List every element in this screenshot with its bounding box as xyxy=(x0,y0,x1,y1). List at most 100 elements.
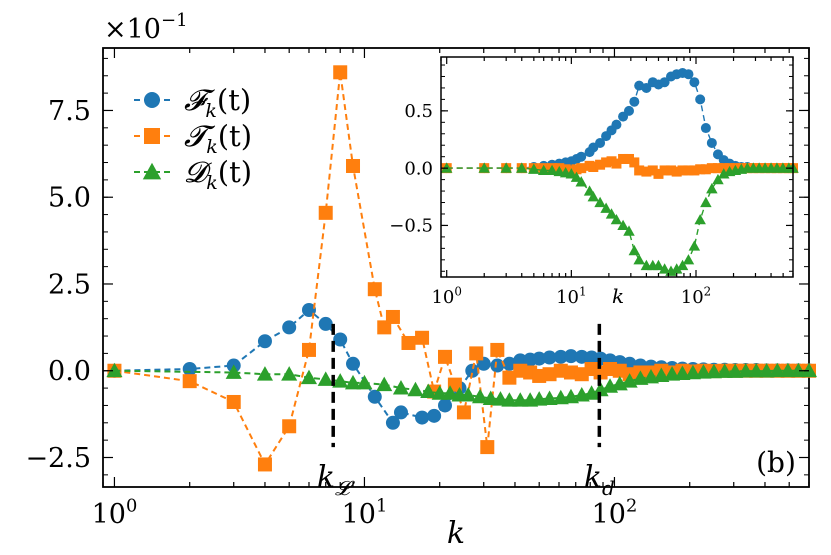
inset-plot-frame xyxy=(440,56,794,278)
main-data-point xyxy=(367,389,382,404)
main-data-point xyxy=(376,376,393,392)
main-data-point xyxy=(257,334,272,349)
main-data-point xyxy=(542,367,557,382)
inset-data-point xyxy=(601,157,612,168)
main-data-point xyxy=(318,205,333,220)
main-data-point xyxy=(490,358,505,373)
main-data-point xyxy=(563,349,578,364)
inset-data-point xyxy=(641,82,652,93)
main-data-point xyxy=(401,335,416,350)
inset-data-point xyxy=(478,162,490,173)
main-data-point xyxy=(438,398,453,413)
legend-entry-2: 𝓓k(t) xyxy=(134,155,252,194)
inset-data-point xyxy=(653,168,664,179)
y-tick-label: 0.0 xyxy=(404,158,433,179)
inset-data-point xyxy=(623,105,634,116)
inset-data-point xyxy=(546,164,558,176)
inset-data-point xyxy=(617,219,629,231)
main-data-point xyxy=(385,415,400,430)
inset-data-point xyxy=(641,166,652,177)
main-data-point xyxy=(502,356,517,371)
legend-marker xyxy=(142,162,162,180)
x-tick-label: 101 xyxy=(342,496,388,530)
inset-data-point xyxy=(712,163,723,174)
inset-data-point xyxy=(516,162,528,173)
inset-data-point xyxy=(652,259,665,271)
x-axis-label: k xyxy=(447,516,465,551)
panel-label: (b) xyxy=(756,446,796,479)
main-data-point xyxy=(737,363,754,378)
main-data-point xyxy=(392,380,410,395)
y-tick-label: 2.5 xyxy=(48,269,91,300)
annotation-label-kd: kd xyxy=(584,460,615,500)
inset-x-axis-label: k xyxy=(612,284,624,308)
main-data-point xyxy=(282,320,297,335)
inset-data-point xyxy=(500,162,512,173)
main-data-point xyxy=(542,350,557,365)
main-data-point xyxy=(469,346,484,361)
inset-data-point xyxy=(688,240,701,251)
main-data-point xyxy=(226,394,241,409)
main-data-point xyxy=(553,349,568,364)
main-data-point xyxy=(393,405,408,420)
legend-marker xyxy=(144,128,160,144)
inset-data-point xyxy=(694,213,706,225)
main-data-point xyxy=(282,419,297,434)
legend-entry-0: 𝓕k(t) xyxy=(134,83,251,122)
x-tick-label: 101 xyxy=(556,284,586,308)
annotation-label-kL: k𝓛 xyxy=(317,460,355,500)
y-tick-label: −2.5 xyxy=(25,443,91,474)
main-data-point xyxy=(541,390,558,405)
y-tick-label: 5.0 xyxy=(48,183,91,214)
x-tick-label: 102 xyxy=(681,284,711,308)
y-tick-label: 0.5 xyxy=(404,101,433,122)
inset-data-point xyxy=(537,164,550,176)
inset-data-point xyxy=(689,165,700,176)
inset-data-point xyxy=(633,254,645,265)
inset-data-point xyxy=(595,159,606,170)
main-data-point xyxy=(790,362,807,378)
inset-data-point xyxy=(570,171,583,182)
inset-data-point xyxy=(665,165,676,176)
main-data-point xyxy=(490,342,505,357)
main-data-point xyxy=(346,158,361,173)
inset-data-point xyxy=(706,137,717,148)
main-data-point xyxy=(705,363,722,379)
inset-data-point xyxy=(712,173,724,185)
main-data-point xyxy=(431,385,448,400)
main-data-point xyxy=(332,373,349,388)
main-data-point xyxy=(501,392,518,407)
legend-entry-1: 𝓣k(t) xyxy=(134,119,252,158)
inset-data-point xyxy=(528,163,540,174)
main-data-point xyxy=(256,366,274,381)
inset-data-point xyxy=(629,157,640,168)
main-data-point xyxy=(344,374,362,390)
inset-data-point xyxy=(683,165,694,176)
main-data-point xyxy=(695,364,712,379)
inset-data-point xyxy=(659,165,670,176)
main-data-point xyxy=(456,405,471,420)
main-data-point xyxy=(563,365,578,380)
inset-data-point xyxy=(611,119,622,130)
inset-data-point xyxy=(634,165,645,176)
main-data-point xyxy=(367,282,382,297)
inset-data-point xyxy=(695,94,706,105)
x-tick-label: 100 xyxy=(92,496,138,530)
main-data-point xyxy=(301,342,316,357)
main-data-point xyxy=(106,362,123,378)
main-data-point xyxy=(472,388,489,404)
inset-data-point xyxy=(700,123,711,134)
inset-data-point xyxy=(700,164,711,175)
inset-data-point xyxy=(611,158,622,169)
legend-label: 𝓓k(t) xyxy=(184,155,252,194)
main-data-point xyxy=(748,363,765,378)
main-data-point xyxy=(502,370,517,385)
main-data-point xyxy=(420,383,437,399)
inset-data-point xyxy=(677,165,688,176)
x-tick-label: 102 xyxy=(592,496,638,530)
inset-data-point xyxy=(671,166,682,177)
main-data-point xyxy=(684,364,701,380)
main-data-point xyxy=(769,362,786,378)
main-data-point xyxy=(674,365,691,380)
